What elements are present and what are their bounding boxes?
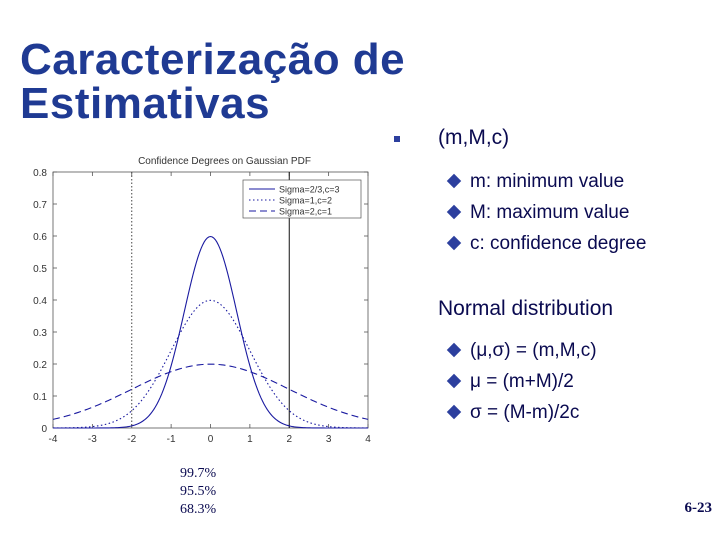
gaussian-chart: 0 0.1 0.2 0.3 0.4 0.5 0.6 0.7 0.8 -4 -3 -2 -1 0 1 2 3 4 Co… [0,150,408,466]
sub-bullet-text: (μ,σ) = (m,M,c) [470,340,597,361]
sub-bullet-text: σ = (M-m)/2c [470,402,580,423]
diamond-bullet-icon [446,235,462,251]
chart-title: Confidence Degrees on Gaussian PDF [138,156,311,167]
legend-label: Sigma=1,c=2 [279,196,332,206]
sub-bullet-text: m: minimum value [470,171,625,192]
percentage-68-3: 68.3% [180,502,217,517]
percentage-95-5: 95.5% [180,484,217,499]
slide-title: Caracterização de Estimativas [20,38,405,126]
percentage-99-7: 99.7% [180,466,217,481]
y-tick-label: 0.4 [33,296,47,307]
sub-bullet-text: M: maximum value [470,202,630,223]
y-tick-label: 0.6 [33,232,47,243]
title-line-2: Estimativas [20,79,271,128]
chart-svg: 0 0.1 0.2 0.3 0.4 0.5 0.6 0.7 0.8 -4 -3 -2 -1 0 1 2 3 4 Co… [33,156,371,445]
series-line [53,235,368,429]
y-tick-label: 0.2 [33,360,47,371]
page-number: 6-23 [684,500,713,516]
sub-bullet-1-1: m: minimum value [446,166,718,197]
diamond-bullet-icon [446,373,462,389]
y-tick-label: 0.3 [33,328,47,339]
x-tick-label: -4 [49,434,58,445]
sub-bullet-2-2: μ = (m+M)/2 [446,366,718,397]
y-tick-label: 0.7 [33,200,47,211]
sub-bullet-1-3: c: confidence degree [446,228,718,259]
diamond-bullet-icon [446,342,462,358]
x-tick-label: -1 [167,434,176,445]
series-line [52,363,369,420]
x-tick-label: 0 [208,434,214,445]
y-tick-label: 0.1 [33,392,47,403]
x-tick-label: 2 [286,434,292,445]
bullet-2: Normal distribution [394,297,718,321]
diamond-bullet-icon [446,404,462,420]
bullet-1: (m,M,c) [394,126,718,150]
x-tick-label: -2 [127,434,136,445]
diamond-bullet-icon [446,204,462,220]
legend-label: Sigma=2/3,c=3 [279,185,340,195]
sub-bullet-1-2: M: maximum value [446,197,718,228]
y-tick-label: 0.5 [33,264,47,275]
x-tick-label: 1 [247,434,253,445]
x-tick-label: -3 [88,434,97,445]
diamond-bullet-icon [446,173,462,189]
sub-bullet-text: c: confidence degree [470,233,647,254]
percentages-list: 99.7% 95.5% 68.3% [180,465,216,519]
bullet-1-text: (m,M,c) [438,126,510,149]
sub-bullet-text: μ = (m+M)/2 [470,371,574,392]
square-bullet-icon [394,136,400,142]
sub-bullet-2-1: (μ,σ) = (m,M,c) [446,335,718,366]
y-tick-label: 0 [41,424,47,435]
bullet-list: (m,M,c) m: minimum value M: maximum valu… [394,126,718,428]
bullet-2-text: Normal distribution [438,297,614,320]
title-line-1: Caracterização de [20,35,406,84]
sub-bullet-2-3: σ = (M-m)/2c [446,397,718,428]
x-tick-label: 4 [365,434,371,445]
legend-label: Sigma=2,c=1 [279,207,332,217]
y-tick-label: 0.8 [33,168,47,179]
legend-box [242,179,362,219]
series-line [52,299,369,429]
x-tick-label: 3 [326,434,332,445]
